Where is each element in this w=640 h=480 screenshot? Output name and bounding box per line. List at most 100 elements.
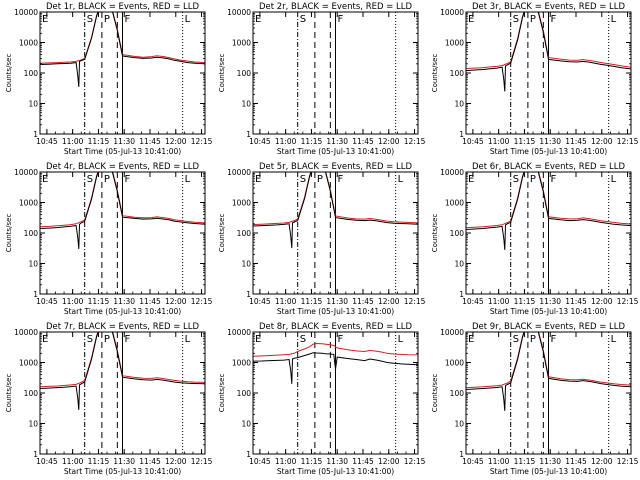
x-tick-label: 11:00 bbox=[62, 137, 84, 146]
chart-title: Det 8r, BLACK = Events, RED = LLD bbox=[259, 322, 413, 332]
x-tick-label: 10:45 bbox=[249, 137, 271, 146]
y-tick-label: 10000 bbox=[440, 328, 464, 337]
y-tick-label: 1000 bbox=[445, 199, 464, 208]
x-tick-label: 12:00 bbox=[165, 297, 187, 306]
marker-label: F bbox=[338, 174, 344, 185]
y-tick-label: 1 bbox=[459, 290, 464, 299]
y-tick-label: 100 bbox=[450, 69, 465, 78]
y-tick-label: 100 bbox=[450, 229, 465, 238]
x-tick-label: 10:45 bbox=[36, 297, 58, 306]
x-tick-label: 12:00 bbox=[591, 457, 613, 466]
marker-label: S bbox=[513, 174, 519, 185]
x-tick-label: 11:00 bbox=[62, 457, 84, 466]
detector-chart: Det 2r, BLACK = Events, RED = LLD S F E 1 10 1… bbox=[218, 2, 426, 156]
chart-title: Det 3r, BLACK = Events, RED = LLD bbox=[472, 2, 626, 12]
x-tick-label: 10:45 bbox=[462, 297, 484, 306]
x-tick-label: 12:00 bbox=[165, 137, 187, 146]
chart-title: Det 9r, BLACK = Events, RED = LLD bbox=[472, 322, 626, 332]
x-tick-label: 12:15 bbox=[617, 457, 639, 466]
marker-label: P bbox=[104, 14, 110, 25]
x-tick-label: 12:00 bbox=[591, 297, 613, 306]
y-axis-label: Counts/sec bbox=[431, 374, 439, 413]
marker-label: L bbox=[398, 334, 404, 345]
marker-label-E: E bbox=[255, 14, 261, 25]
marker-label: P bbox=[104, 334, 110, 345]
x-axis-label: Start Time (05-Jul-13 10:41:00) bbox=[490, 467, 607, 476]
detector-panel: Det 6r, BLACK = Events, RED = LLD S P F L E 1 1… bbox=[426, 160, 639, 320]
series-lld-line bbox=[466, 332, 631, 389]
y-tick-label: 1 bbox=[459, 450, 464, 459]
y-tick-label: 1000 bbox=[19, 199, 38, 208]
x-tick-label: 11:30 bbox=[113, 137, 135, 146]
marker-label-E: E bbox=[468, 334, 474, 345]
x-axis-label: Start Time (05-Jul-13 10:41:00) bbox=[64, 147, 181, 156]
marker-label: L bbox=[398, 174, 404, 185]
series-lld-line bbox=[40, 332, 205, 388]
y-tick-label: 1 bbox=[246, 290, 251, 299]
marker-label: F bbox=[338, 14, 344, 25]
y-tick-label: 10 bbox=[28, 100, 38, 109]
y-tick-label: 100 bbox=[237, 69, 252, 78]
x-tick-label: 11:30 bbox=[326, 137, 348, 146]
y-tick-label: 10 bbox=[241, 420, 251, 429]
detector-panel: Det 8r, BLACK = Events, RED = LLD S F L E 1 10… bbox=[213, 320, 426, 480]
x-tick-label: 11:30 bbox=[326, 457, 348, 466]
y-tick-label: 10 bbox=[241, 260, 251, 269]
x-tick-label: 11:45 bbox=[139, 457, 161, 466]
marker-label: S bbox=[513, 334, 519, 345]
marker-label: S bbox=[300, 334, 306, 345]
y-tick-label: 1000 bbox=[232, 39, 251, 48]
y-tick-label: 10 bbox=[454, 420, 464, 429]
x-tick-label: 12:15 bbox=[191, 137, 213, 146]
chart-title: Det 1r, BLACK = Events, RED = LLD bbox=[46, 2, 200, 12]
x-tick-label: 12:15 bbox=[404, 137, 426, 146]
y-tick-label: 10000 bbox=[14, 168, 38, 177]
x-tick-label: 11:30 bbox=[539, 457, 561, 466]
series-events-line bbox=[40, 172, 205, 249]
x-tick-label: 10:45 bbox=[462, 457, 484, 466]
y-tick-label: 1 bbox=[246, 130, 251, 139]
x-tick-label: 11:45 bbox=[565, 297, 587, 306]
y-axis-label: Counts/sec bbox=[431, 54, 439, 93]
x-tick-label: 11:45 bbox=[139, 297, 161, 306]
y-tick-label: 1000 bbox=[445, 359, 464, 368]
x-tick-label: 10:45 bbox=[462, 137, 484, 146]
x-axis-label: Start Time (05-Jul-13 10:41:00) bbox=[277, 467, 394, 476]
x-tick-label: 12:15 bbox=[191, 457, 213, 466]
series-lld-line bbox=[253, 172, 418, 225]
x-tick-label: 10:45 bbox=[36, 137, 58, 146]
y-tick-label: 1000 bbox=[445, 39, 464, 48]
detector-panel: Det 5r, BLACK = Events, RED = LLD S P F L E 1 1… bbox=[213, 160, 426, 320]
y-tick-label: 100 bbox=[24, 229, 39, 238]
x-tick-label: 11:15 bbox=[88, 297, 110, 306]
series-events-line bbox=[253, 172, 418, 249]
marker-label-E: E bbox=[42, 334, 48, 345]
x-tick-label: 11:30 bbox=[539, 297, 561, 306]
x-tick-label: 11:00 bbox=[488, 137, 510, 146]
y-tick-label: 10000 bbox=[14, 328, 38, 337]
series-events-line bbox=[466, 12, 631, 92]
y-axis-label: Counts/sec bbox=[218, 54, 226, 93]
x-tick-label: 11:30 bbox=[113, 457, 135, 466]
marker-label-E: E bbox=[42, 174, 48, 185]
x-tick-label: 11:15 bbox=[88, 457, 110, 466]
x-axis-label: Start Time (05-Jul-13 10:41:00) bbox=[277, 307, 394, 316]
x-tick-label: 12:00 bbox=[378, 457, 400, 466]
x-tick-label: 11:15 bbox=[301, 457, 323, 466]
x-tick-label: 11:00 bbox=[488, 457, 510, 466]
detector-panel: Det 2r, BLACK = Events, RED = LLD S F E 1 10 1… bbox=[213, 0, 426, 160]
marker-label: L bbox=[611, 174, 617, 185]
y-tick-label: 10000 bbox=[440, 168, 464, 177]
detector-panel: Det 3r, BLACK = Events, RED = LLD S P F L E 1 1… bbox=[426, 0, 639, 160]
y-tick-label: 1 bbox=[33, 290, 38, 299]
marker-label: S bbox=[300, 174, 306, 185]
x-tick-label: 11:30 bbox=[326, 297, 348, 306]
marker-label-E: E bbox=[468, 174, 474, 185]
